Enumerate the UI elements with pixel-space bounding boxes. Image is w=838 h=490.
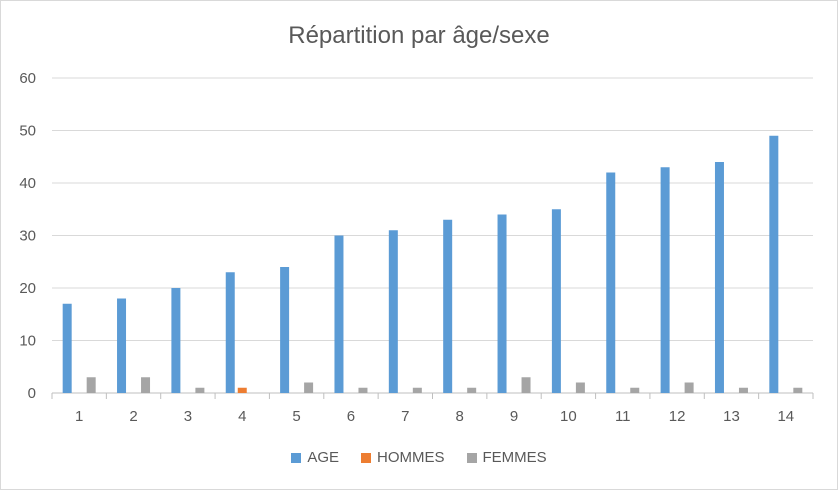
y-tick-label: 30 xyxy=(19,228,36,245)
bar-age-8 xyxy=(443,219,453,393)
y-tick-label: 60 xyxy=(19,70,36,87)
x-tick-label: 13 xyxy=(723,408,740,425)
bar-femmes-2 xyxy=(141,377,151,393)
legend-swatch-femmes xyxy=(466,452,477,463)
x-tick-label: 11 xyxy=(615,408,631,425)
legend-label-femmes: FEMMES xyxy=(482,449,547,466)
bar-femmes-5 xyxy=(304,382,314,393)
x-tick-label: 2 xyxy=(129,408,137,425)
bar-age-2 xyxy=(117,298,127,393)
bar-femmes-10 xyxy=(575,382,585,393)
bar-age-13 xyxy=(714,162,724,393)
y-tick-label: 40 xyxy=(19,175,36,192)
x-tick-label: 12 xyxy=(669,408,686,425)
bar-femmes-6 xyxy=(358,387,368,393)
y-tick-label: 10 xyxy=(19,333,36,350)
bar-age-5 xyxy=(280,267,290,393)
legend-swatch-hommes xyxy=(361,452,371,463)
bar-age-1 xyxy=(62,303,72,393)
bar-hommes-4 xyxy=(237,387,247,393)
bar-age-9 xyxy=(497,214,507,393)
chart-title: Répartition par âge/sexe xyxy=(288,22,550,49)
bar-age-10 xyxy=(551,209,561,393)
bar-femmes-1 xyxy=(86,377,96,393)
bar-age-14 xyxy=(769,135,779,393)
x-tick-label: 8 xyxy=(456,408,464,425)
x-tick-label: 10 xyxy=(560,408,577,425)
bar-age-3 xyxy=(171,288,181,393)
legend-item-hommes: HOMMES xyxy=(361,449,445,466)
bar-femmes-9 xyxy=(521,377,531,393)
x-tick-label: 9 xyxy=(510,408,518,425)
x-tick-label: 4 xyxy=(238,408,246,425)
bar-age-11 xyxy=(606,172,616,393)
legend-item-femmes: FEMMES xyxy=(466,449,547,466)
legend-label-hommes: HOMMES xyxy=(377,449,445,466)
bar-femmes-11 xyxy=(630,387,640,393)
x-tick-label: 3 xyxy=(184,408,192,425)
x-tick-label: 7 xyxy=(401,408,409,425)
y-tick-label: 50 xyxy=(19,123,36,140)
bar-age-4 xyxy=(225,272,235,393)
y-tick-label: 20 xyxy=(19,280,36,297)
x-tick-label: 5 xyxy=(292,408,300,425)
bar-femmes-13 xyxy=(738,387,748,393)
bar-femmes-14 xyxy=(793,387,803,393)
bar-femmes-12 xyxy=(684,382,694,393)
bar-age-6 xyxy=(334,235,344,393)
legend-label-age: AGE xyxy=(307,449,339,466)
bar-age-12 xyxy=(660,167,670,393)
legend-swatch-age xyxy=(291,452,302,463)
bar-femmes-3 xyxy=(195,387,205,393)
x-tick-label: 14 xyxy=(777,408,794,425)
bar-age-7 xyxy=(388,230,398,393)
bar-femmes-8 xyxy=(467,387,477,393)
chart-legend: AGE HOMMES FEMMES xyxy=(0,449,838,466)
x-tick-label: 6 xyxy=(347,408,355,425)
x-tick-label: 1 xyxy=(75,408,83,425)
legend-item-age: AGE xyxy=(291,449,339,466)
bar-femmes-7 xyxy=(412,387,422,393)
y-tick-label: 0 xyxy=(28,385,36,402)
